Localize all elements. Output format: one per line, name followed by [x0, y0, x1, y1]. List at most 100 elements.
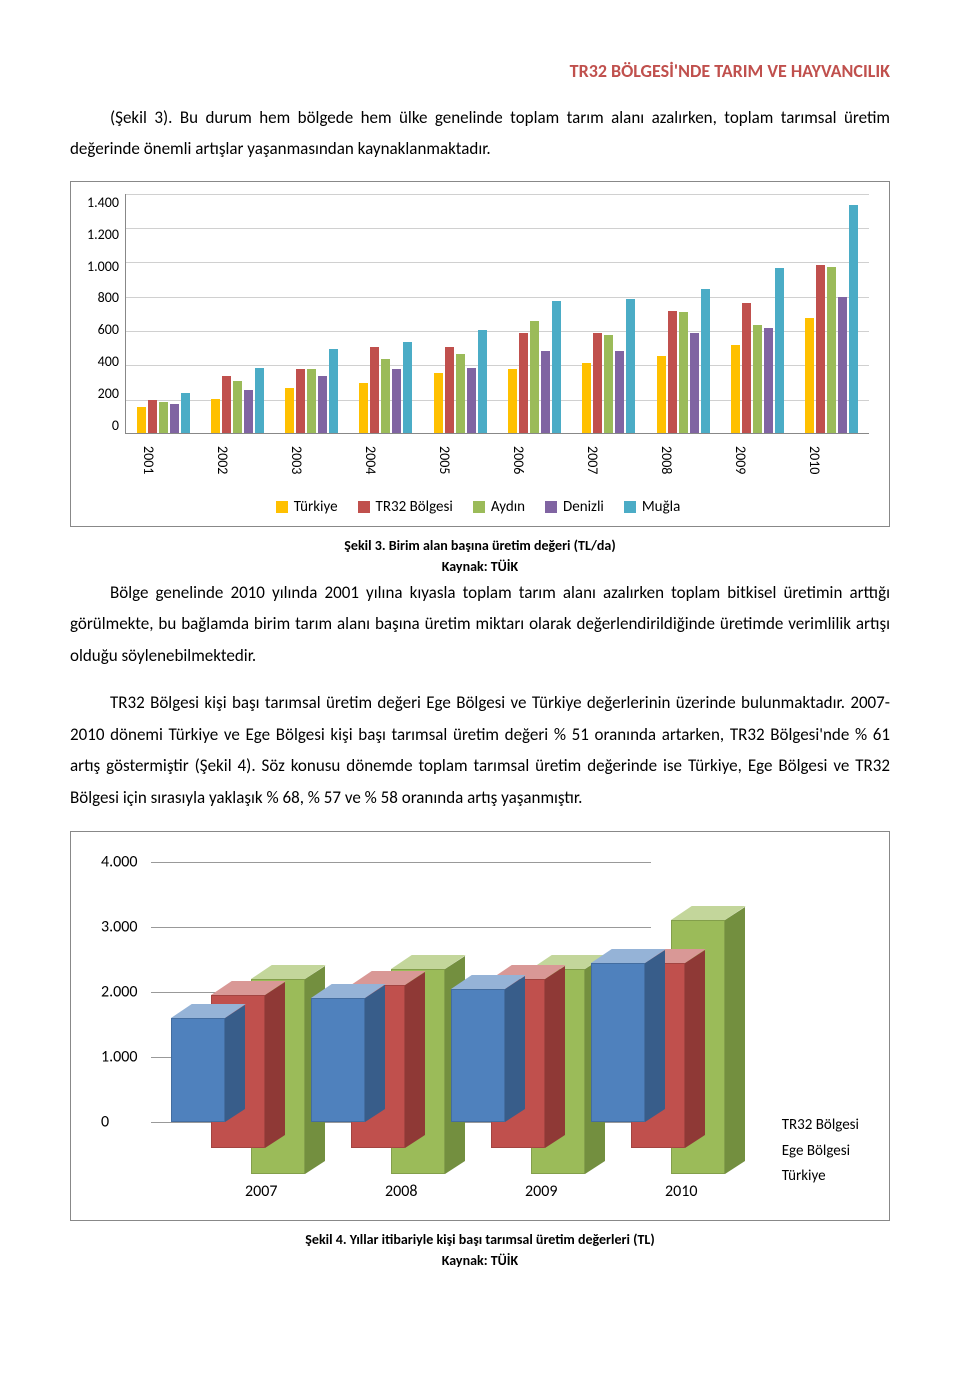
bar-group-2001	[137, 194, 190, 433]
bar-2004-muğla	[403, 342, 412, 433]
chart-2-caption-line1: Şekil 4. Yıllar itibariyle kişi başı tar…	[305, 1231, 654, 1248]
y-tick-label: 1.400	[87, 194, 119, 211]
chart-1-caption-line1: Şekil 3. Birim alan başına üretim değeri…	[344, 537, 615, 554]
y-tick-label: 1.200	[87, 226, 119, 243]
x-tick-2008: 2008	[385, 1182, 417, 1201]
bar-2010-tr32-bölgesi	[816, 265, 825, 433]
chart-2-container: 4.0003.0002.0001.0000 2007200820092010 T…	[70, 831, 890, 1221]
bar-2004-aydın	[381, 359, 390, 433]
bar-2003-tr32-bölgesi	[296, 369, 305, 432]
bar-group-2008	[657, 194, 710, 433]
chart-1-caption: Şekil 3. Birim alan başına üretim değeri…	[70, 535, 890, 577]
legend-item: Türkiye	[276, 498, 338, 516]
bar-group-2009	[731, 194, 784, 433]
bar-2004-türkiye	[359, 383, 368, 433]
bar-2010-denizli	[838, 297, 847, 432]
x-tick-2006: 2006	[483, 442, 527, 460]
x-tick-2001: 2001	[113, 442, 157, 460]
bar-2004-tr32-bölgesi	[370, 347, 379, 433]
bar-2006-aydın	[530, 321, 539, 432]
bar-2009-türkiye	[731, 345, 740, 432]
bar-2007-türkiye	[582, 363, 591, 432]
y-tick-label: 800	[87, 289, 119, 306]
bar-2007-aydın	[604, 335, 613, 433]
y-tick-label: 200	[87, 385, 119, 402]
bar-2003-denizli	[318, 376, 327, 433]
y-tick-label: 4.000	[101, 852, 137, 871]
bar-2008-türkiye	[657, 356, 666, 433]
bar-group-2006	[508, 194, 561, 433]
bar-2002-aydın	[233, 381, 242, 433]
y-tick-label: 3.000	[101, 917, 137, 936]
x-tick-2003: 2003	[261, 442, 305, 460]
page-header-title: TR32 BÖLGESİ'NDE TARIM VE HAYVANCILIK	[70, 60, 890, 82]
y-tick-label: 400	[87, 353, 119, 370]
chart-1-legend: TürkiyeTR32 BölgesiAydınDenizliMuğla	[87, 498, 869, 516]
chart-1-x-axis: 2001200220032004200520062007200820092010	[129, 442, 869, 486]
y-tick-label: 1.000	[101, 1047, 137, 1066]
bar-group-2007	[582, 194, 635, 433]
x-tick-2010: 2010	[779, 442, 823, 460]
x-tick-2004: 2004	[335, 442, 379, 460]
bar-2001-denizli	[170, 404, 179, 433]
x-tick-2002: 2002	[187, 442, 231, 460]
bar-2001-tr32-bölgesi	[148, 400, 157, 433]
chart-2-caption-line2: Kaynak: TÜİK	[442, 1252, 518, 1269]
bar-2001-muğla	[181, 393, 190, 432]
bar-2007-tr32-bölgesi	[593, 333, 602, 432]
bar-2005-türkiye	[434, 373, 443, 433]
legend-item: Denizli	[545, 498, 604, 516]
bar-2008-tr32-bölgesi	[668, 311, 677, 433]
bar-2008-aydın	[679, 312, 688, 433]
bar-2003-türkiye	[285, 388, 294, 433]
x-tick-2007: 2007	[245, 1182, 277, 1201]
bar-2010-muğla	[849, 205, 858, 433]
bar-group-2003	[285, 194, 338, 433]
bar-group-2010	[805, 194, 858, 433]
bar-2005-tr32-bölgesi	[445, 347, 454, 433]
bar-2006-denizli	[541, 351, 550, 433]
bar-2009-aydın	[753, 325, 762, 433]
bar-2007-denizli	[615, 351, 624, 433]
bar-2005-muğla	[478, 330, 487, 433]
bar-2006-tr32-bölgesi	[519, 333, 528, 433]
x-tick-2007: 2007	[557, 442, 601, 460]
bar-2002-tr32-bölgesi	[222, 376, 231, 433]
legend-item: Türkiye	[782, 1164, 859, 1190]
bar-group-2004	[359, 194, 412, 433]
bar-2002-türkiye	[211, 399, 220, 433]
chart-1-plot	[125, 194, 869, 434]
bar-2009-denizli	[764, 328, 773, 433]
bar-2006-türkiye	[508, 369, 517, 432]
x-tick-2008: 2008	[631, 442, 675, 460]
bar-2005-aydın	[456, 354, 465, 433]
bar-2010-türkiye	[805, 318, 814, 433]
y-tick-label: 600	[87, 321, 119, 338]
y-tick-label: 1.000	[87, 258, 119, 275]
x-tick-2009: 2009	[705, 442, 749, 460]
y-tick-label: 2.000	[101, 982, 137, 1001]
bar-2010-aydın	[827, 267, 836, 433]
legend-item: TR32 Bölgesi	[358, 498, 453, 516]
bar3d-2007-türkiye	[171, 1018, 225, 1122]
legend-item: Ege Bölgesi	[782, 1139, 859, 1165]
bar-2008-denizli	[690, 333, 699, 432]
bar-2001-türkiye	[137, 407, 146, 433]
x-tick-2005: 2005	[409, 442, 453, 460]
bar3d-2008-türkiye	[311, 998, 365, 1122]
chart-1-y-axis: 1.400 1.200 1.000 800 600 400 200 0	[87, 194, 125, 434]
paragraph-2: Bölge genelinde 2010 yılında 2001 yılına…	[70, 577, 890, 671]
x-tick-2010: 2010	[665, 1182, 697, 1201]
bar-2002-denizli	[244, 390, 253, 433]
bar-group-2005	[434, 194, 487, 433]
legend-item: Aydın	[473, 498, 525, 516]
bar-2004-denizli	[392, 369, 401, 432]
bar-2006-muğla	[552, 301, 561, 433]
y-tick-label: 0	[87, 417, 119, 434]
x-tick-2009: 2009	[525, 1182, 557, 1201]
bar-2005-denizli	[467, 368, 476, 433]
chart-1-caption-line2: Kaynak: TÜİK	[442, 558, 518, 575]
bar-2009-tr32-bölgesi	[742, 303, 751, 433]
paragraph-3: TR32 Bölgesi kişi başı tarımsal üretim d…	[70, 687, 890, 813]
bar3d-2010-türkiye	[591, 963, 645, 1122]
